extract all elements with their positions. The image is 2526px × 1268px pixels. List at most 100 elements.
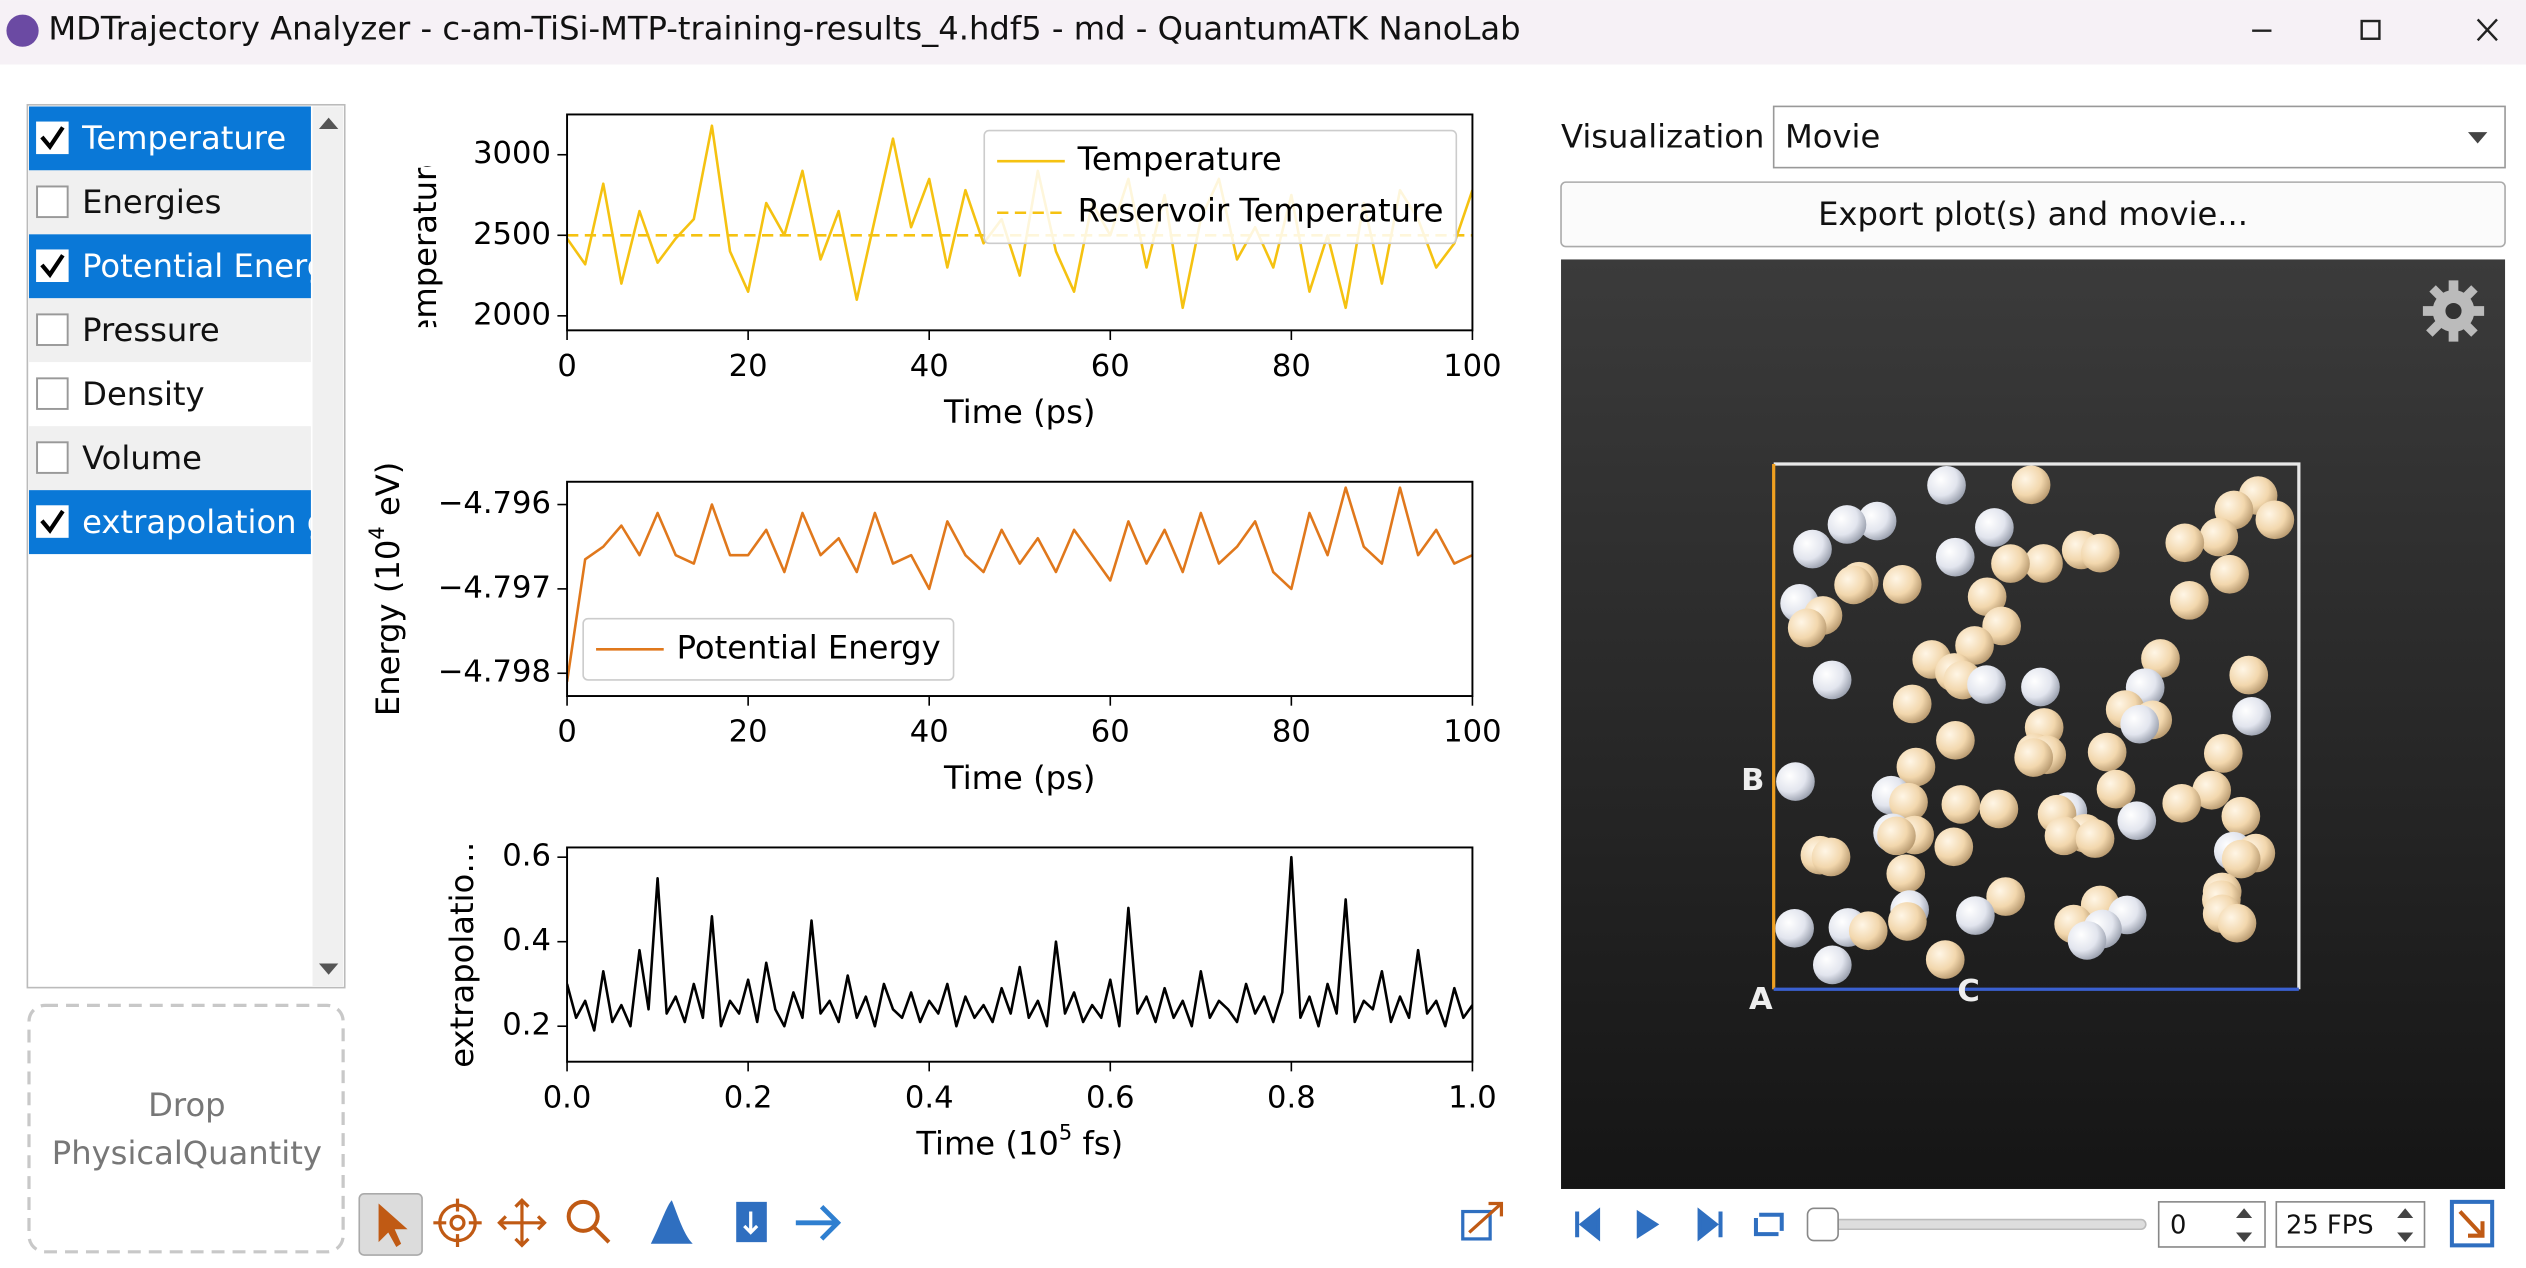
atom [2117, 801, 2157, 841]
atom [2169, 580, 2209, 620]
legend-frame [983, 129, 1458, 245]
checkmark [40, 254, 65, 279]
atom [2232, 696, 2271, 736]
loop[interactable] [1753, 1212, 1784, 1237]
x-tick-label: 1.0 [1448, 1080, 1497, 1115]
legend: Temperature Reservoir Temperature [983, 129, 1458, 245]
atom [1834, 565, 1873, 605]
atom [2120, 704, 2160, 744]
legend-label: Reservoir Temperature [1078, 192, 1444, 230]
scroll-up[interactable] [318, 117, 339, 129]
legend-label: Temperature [1077, 140, 1282, 178]
y-tick-label: −4.797 [438, 570, 551, 605]
x-tick-label: 0 [557, 715, 576, 750]
spin-arrows[interactable] [2236, 1208, 2253, 1243]
play[interactable] [1636, 1209, 1660, 1239]
forward-tool[interactable] [795, 1204, 842, 1241]
list-row[interactable] [28, 298, 313, 363]
x-axis-label-part: 5 [1059, 1120, 1072, 1144]
drop-zone[interactable] [27, 1003, 345, 1254]
series-line [567, 124, 1473, 310]
list-label: Energies [82, 183, 221, 221]
atom [2067, 921, 2107, 960]
export-button[interactable] [1560, 181, 2506, 248]
y-axis-label: extrapolatio… [443, 841, 481, 1067]
list-label: Volume [82, 439, 202, 477]
cell-edge [1773, 462, 2301, 990]
atom [2229, 655, 2269, 695]
select-tool[interactable] [378, 1203, 408, 1247]
scroll-down[interactable] [318, 963, 339, 975]
x-tick-label: 0.4 [905, 1080, 954, 1115]
fps-spinbox[interactable] [2275, 1201, 2426, 1248]
atom [1955, 626, 1994, 665]
checkbox[interactable] [36, 441, 69, 474]
legend-frame [582, 617, 955, 681]
last-frame[interactable] [1697, 1207, 1723, 1242]
list-row[interactable] [28, 426, 313, 491]
checkmark [40, 126, 65, 151]
list-items: Temperature Energies Potential Energ Pressu… [28, 106, 313, 555]
atom [2021, 667, 2060, 707]
plot: 0 20 40 60 80 100 2000 2500 3000 Time (ps) Tempera… [406, 113, 1502, 431]
atom [1848, 911, 1888, 951]
list-row[interactable] [28, 362, 313, 427]
pan-tool[interactable] [497, 1197, 547, 1248]
x-tick-label: 100 [1443, 349, 1501, 384]
x-tick-label: 80 [1272, 715, 1311, 750]
atom [2217, 903, 2257, 943]
list-label: Pressure [82, 311, 220, 349]
checkbox[interactable] [36, 313, 69, 346]
spin-arrows[interactable] [2397, 1208, 2414, 1243]
atom [1925, 940, 1965, 979]
atom [2221, 796, 2261, 836]
atom [2192, 770, 2232, 810]
target-tool[interactable] [433, 1198, 482, 1247]
atom [1812, 660, 1852, 700]
x-tick-label: 20 [729, 349, 768, 384]
atoms [1775, 465, 2295, 985]
scrollbar[interactable] [312, 106, 344, 986]
atom [2024, 544, 2063, 583]
atom [1896, 747, 1936, 787]
list-row[interactable] [28, 170, 313, 235]
atom [2087, 732, 2127, 772]
atom [2096, 769, 2136, 809]
fullscreen-button[interactable] [2449, 1199, 2495, 1248]
zoom-tool[interactable] [566, 1199, 611, 1244]
x-tick-label: 0.8 [1267, 1080, 1316, 1115]
y-tick-label: 2500 [473, 217, 551, 252]
y-tick-label: 0.6 [502, 839, 551, 874]
atom [1827, 505, 1867, 544]
mode-dropdown[interactable] [1772, 105, 2506, 169]
frame-value: 0 [2170, 1211, 2186, 1241]
list-row[interactable] [28, 490, 313, 555]
list-row[interactable] [28, 106, 313, 171]
maximize-button[interactable] [2360, 19, 2381, 40]
plot-area [567, 847, 1473, 1062]
list-row[interactable] [28, 234, 313, 299]
undock-button[interactable] [1461, 1201, 1504, 1241]
checkmark [40, 509, 65, 534]
close-button[interactable] [2476, 18, 2498, 42]
frame-spinbox[interactable] [2157, 1201, 2266, 1248]
checkbox[interactable] [36, 185, 69, 219]
list-label: Density [82, 375, 204, 413]
fit-tool[interactable] [650, 1200, 693, 1244]
settings-gear[interactable] [2422, 280, 2485, 342]
axis-label: C [1957, 974, 1979, 1009]
first-frame[interactable] [1575, 1207, 1601, 1242]
checkbox[interactable] [36, 377, 69, 410]
atom [1812, 945, 1852, 985]
visualization-label: Visualization [1561, 118, 1764, 156]
atom [2199, 517, 2239, 557]
slider-handle[interactable] [1806, 1207, 1839, 1242]
x-tick-label: 0.6 [1086, 1080, 1135, 1115]
drop-text: PhysicalQuantity [52, 1134, 322, 1172]
atom [2011, 465, 2051, 505]
atom [1886, 854, 1926, 894]
fps-value: 25 FPS [2286, 1211, 2374, 1241]
frame-slider[interactable] [1819, 1218, 2147, 1231]
